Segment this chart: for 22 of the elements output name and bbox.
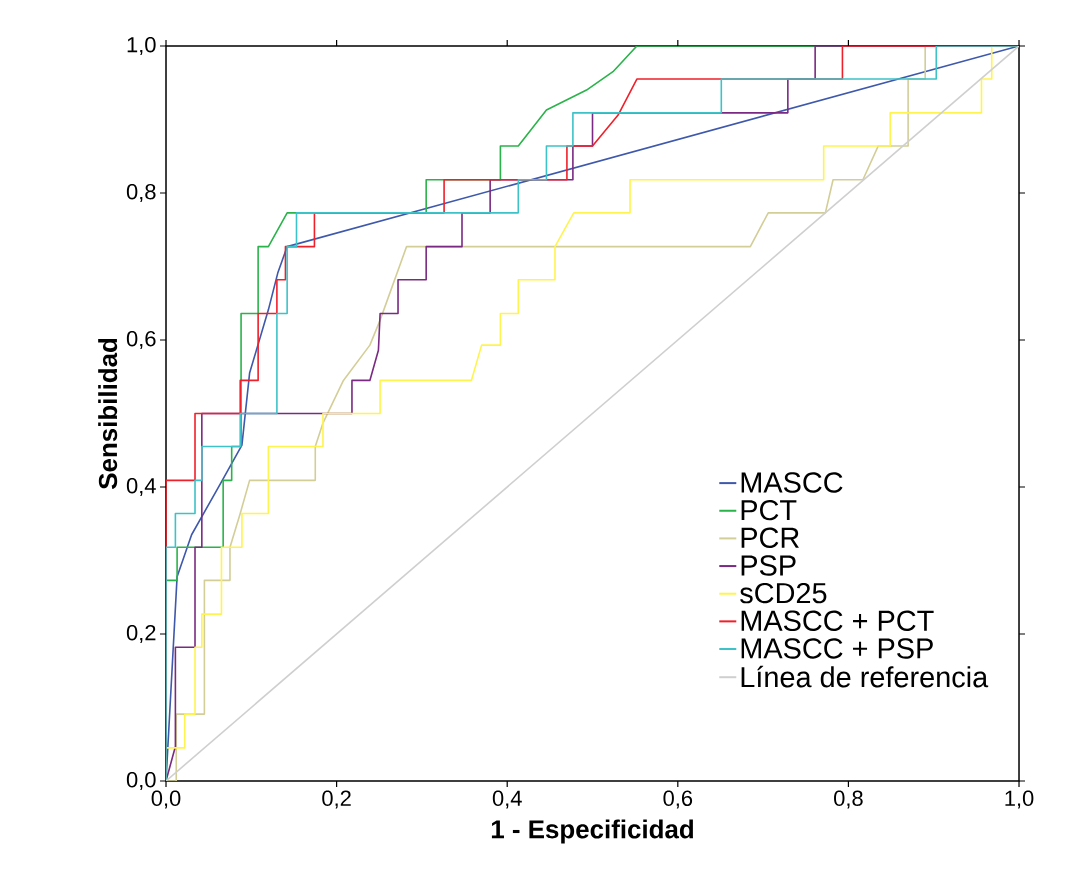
x-tick-label: 0,8 [834,790,863,809]
legend-label: PSP [741,555,796,576]
legend-label: MASCC + PCT [741,610,934,631]
y-tick-label: 0,8 [126,183,156,203]
legend-label: Línea de referencia [741,665,989,688]
legend-label: sCD25 [740,582,827,604]
y-tick-label: 0,0 [126,771,156,791]
y-axis-title: Sensibilidad [98,338,118,490]
legend-label: MASCC [741,472,843,493]
x-tick-label: 1,0 [1005,790,1034,809]
legend-label: PCT [741,499,797,521]
y-tick-label: 0,4 [126,477,156,497]
x-tick-label: 0,2 [322,790,351,809]
x-tick-label: 0,0 [151,790,181,809]
legend-label: MASCC + PSP [741,638,933,659]
legend-label: PCR [741,527,799,549]
x-tick-label: 0,6 [663,790,693,809]
x-tick-label: 0,4 [492,790,522,809]
y-tick-label: 0,6 [126,330,156,350]
y-tick-label: 1,0 [127,36,156,56]
x-axis-title: 1 - Especificidad [491,819,693,844]
y-tick-label: 0,2 [126,624,156,644]
